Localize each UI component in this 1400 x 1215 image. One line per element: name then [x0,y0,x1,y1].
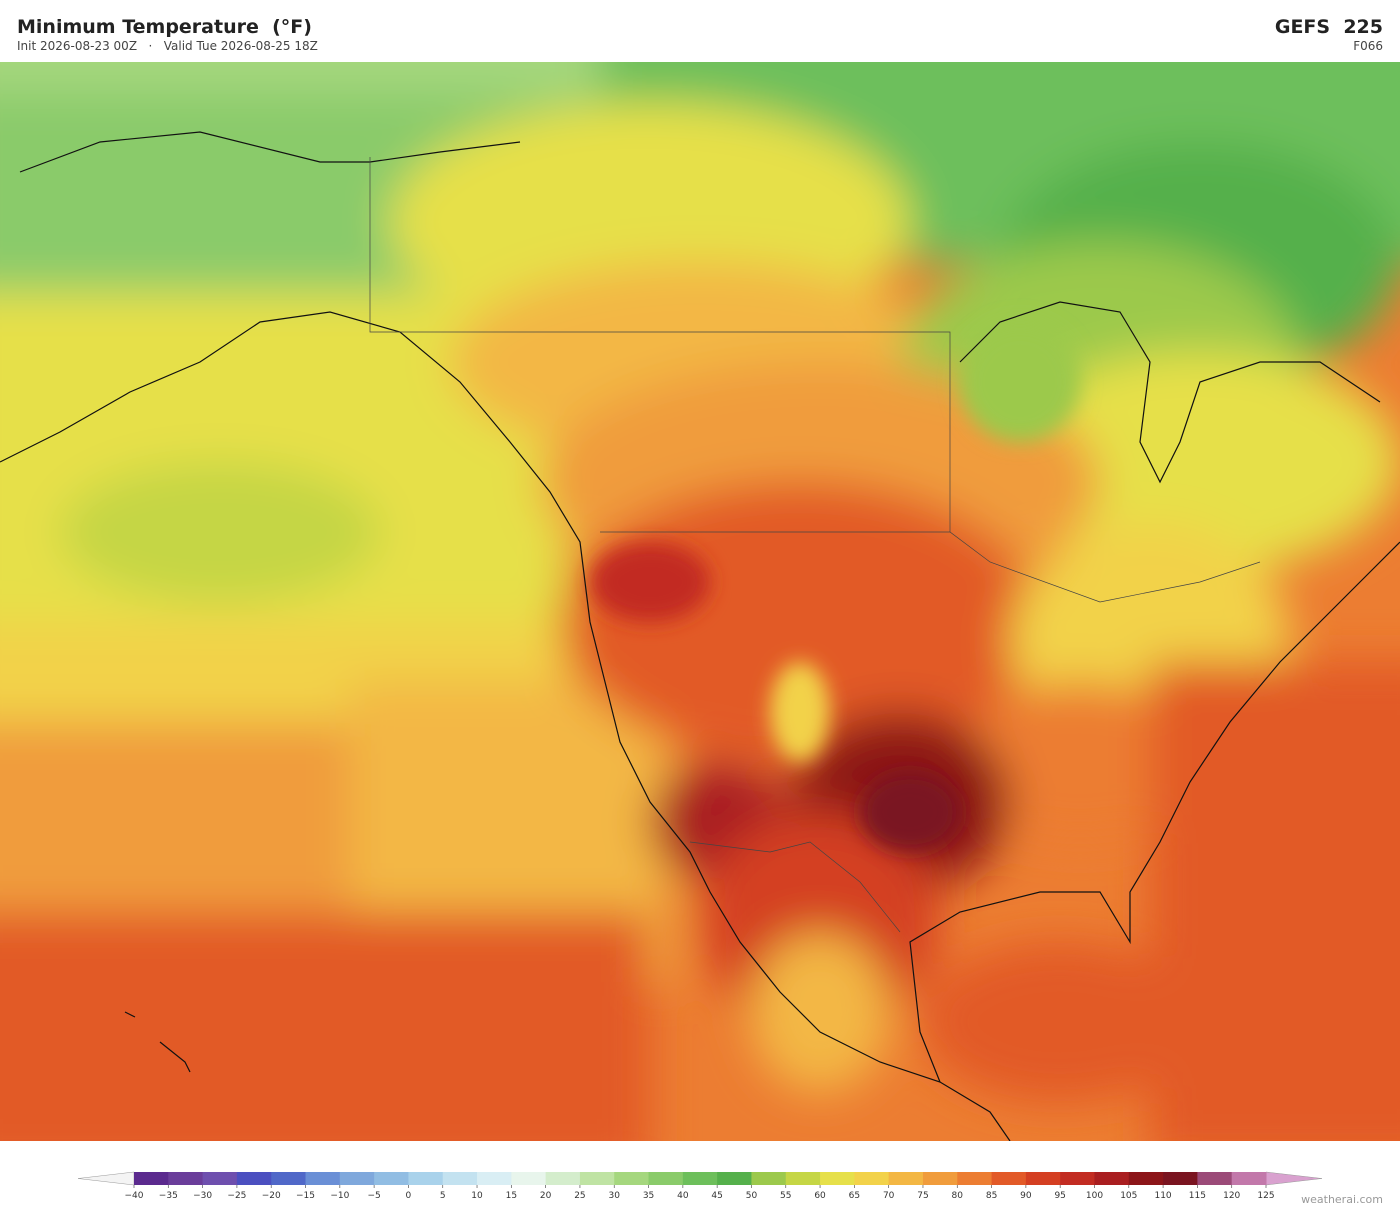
map [0,62,1400,1141]
colorbar-tick-label: −20 [262,1191,281,1201]
colorbar-box [579,1172,615,1185]
colorbar-tick-label: 40 [677,1191,689,1201]
colorbar-tick-label: 65 [849,1191,860,1201]
colorbar-tick-label: 45 [711,1191,722,1201]
colorbar-tick-label: 90 [1020,1191,1032,1201]
colorbar-box [374,1172,409,1185]
temperature-detail [590,322,1080,852]
colorbar-tick-label: 35 [643,1191,654,1201]
colorbar-box [1128,1172,1164,1185]
colorbar-over [1265,1171,1323,1186]
borders [369,157,1261,933]
colorbar-tick-label: 110 [1154,1191,1171,1201]
colorbar-box [1163,1172,1198,1185]
colorbar-box [820,1172,855,1185]
colorbar-under [77,1171,135,1186]
colorbar-tick-label: 60 [814,1191,826,1201]
colorbar-box [202,1172,238,1185]
colorbar-tick-label: −10 [330,1191,349,1201]
colorbar-tick-label: 120 [1223,1191,1240,1201]
colorbar-box [682,1172,718,1185]
colorbar-box [957,1172,993,1185]
colorbar-tick-label: −30 [193,1191,212,1201]
colorbar-box [134,1172,169,1185]
colorbar-tick-label: 10 [471,1191,483,1201]
colorbar-box [168,1172,204,1185]
colorbar-tick-label: 75 [917,1191,928,1201]
colorbar-box [1060,1172,1095,1185]
colorbar-box [614,1172,650,1185]
colorbar-tick-label: 115 [1189,1191,1206,1201]
colorbar-box [442,1172,478,1185]
colorbar-tick-label: 5 [440,1191,446,1201]
colorbar-tick-label: −15 [296,1191,315,1201]
colorbar-tick-label: 100 [1086,1191,1103,1201]
coastlines [0,131,1400,1141]
colorbar-box [1197,1172,1233,1185]
colorbar-box [408,1172,444,1185]
colorbar-tick-label: 80 [952,1191,964,1201]
colorbar-tick-label: −25 [227,1191,246,1201]
colorbar-box [477,1172,512,1185]
colorbar-box [271,1172,307,1185]
colorbar-box [922,1172,958,1185]
colorbar-tick-label: 70 [883,1191,895,1201]
colorbar-box [1025,1172,1061,1185]
colorbar-box [236,1172,272,1185]
forecast-hour: F066 [1353,39,1383,53]
colorbar-box [339,1172,375,1185]
colorbar-box [854,1172,890,1185]
colorbar: −40 −35 −30 −25 −20 −15 −10 −5 0 5 10 15 20 25 30 35 40 4… [77,1171,1323,1201]
colorbar-tick-label: 20 [540,1191,552,1201]
colorbar-box [305,1172,341,1185]
colorbar-box [648,1172,684,1185]
map-title: Minimum Temperature (°F) [17,16,312,38]
colorbar-tick-label: 55 [780,1191,791,1201]
temperature-field [0,62,1400,1141]
colorbar-box [717,1172,752,1185]
colorbar-tick-label: 85 [986,1191,997,1201]
colorbar-box [888,1172,924,1185]
colorbar-box [545,1172,581,1185]
model-label: GEFS 225 [1274,16,1383,38]
colorbar-tick-label: 105 [1120,1191,1137,1201]
colorbar-box [511,1172,547,1185]
map-subtitle: Init 2026-08-23 00Z · Valid Tue 2026-08-… [17,39,318,53]
colorbar-tick-label: 15 [506,1191,517,1201]
colorbar-box [751,1172,787,1185]
colorbar-tick-label: 0 [406,1191,412,1201]
colorbar-tick-label: 125 [1257,1191,1274,1201]
colorbar-tick-label: −35 [159,1191,178,1201]
colorbar-tick-label: −40 [125,1191,144,1201]
colorbar-tick-label: 30 [609,1191,621,1201]
colorbar-box [1094,1172,1130,1185]
colorbar-tick-label: 95 [1054,1191,1065,1201]
colorbar-tick-label: −5 [367,1191,380,1201]
colorbar-box [1231,1172,1267,1185]
colorbar-tick-label: 25 [574,1191,585,1201]
colorbar-box [991,1172,1027,1185]
colorbar-tick-label: 50 [746,1191,758,1201]
watermark: weatherai.com [1301,1193,1383,1206]
colorbar-box [785,1172,821,1185]
